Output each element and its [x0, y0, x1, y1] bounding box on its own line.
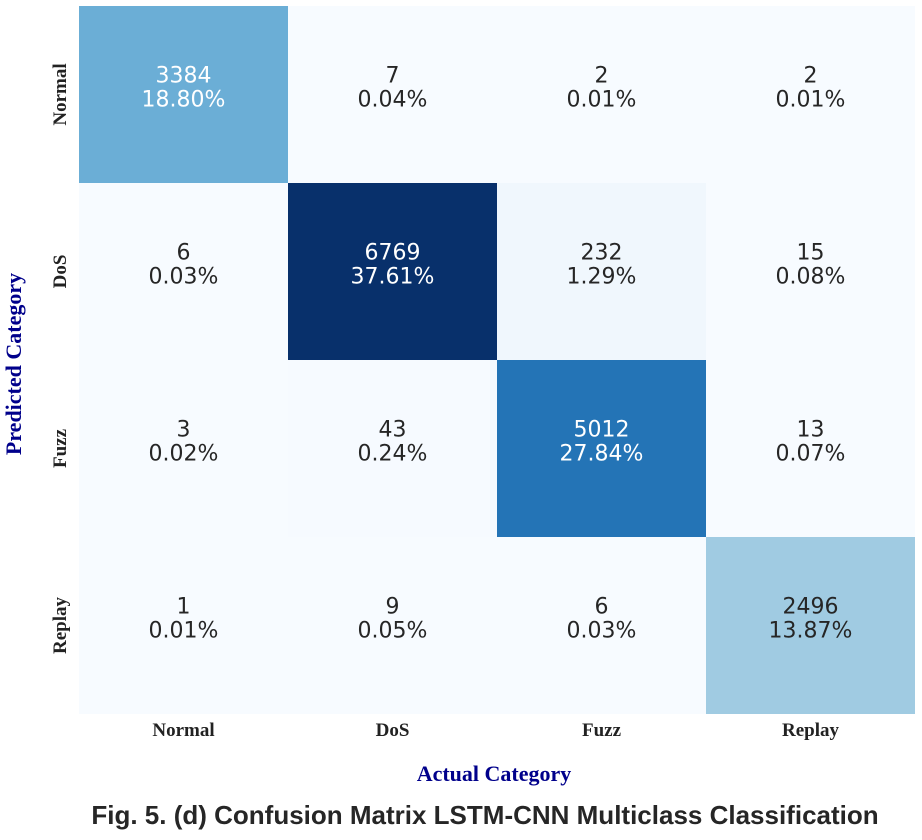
- y-tick-normal: Normal: [50, 63, 71, 125]
- cell-percent-label: 0.03%: [149, 265, 219, 290]
- cell-percent-label: 0.01%: [567, 88, 637, 113]
- y-tick-fuzz: Fuzz: [50, 428, 71, 468]
- cell-percent-label: 13.87%: [769, 619, 853, 644]
- heatmap-cells: 338418.80%70.04%20.01%20.01%60.03%676937…: [79, 6, 915, 714]
- cell-count-label: 3384: [156, 64, 212, 89]
- x-axis-label: Actual Category: [417, 761, 572, 786]
- cell-count-label: 3: [177, 418, 191, 443]
- cell-count-label: 15: [797, 241, 825, 266]
- cell-normal-normal: [79, 6, 288, 183]
- cell-count-label: 6: [595, 595, 609, 620]
- x-tick-fuzz: Fuzz: [582, 720, 622, 741]
- figure-caption: Fig. 5. (d) Confusion Matrix LSTM-CNN Mu…: [91, 800, 879, 830]
- cell-count-label: 5012: [574, 418, 630, 443]
- cell-fuzz-normal: [79, 360, 288, 537]
- cell-percent-label: 0.08%: [776, 265, 846, 290]
- cell-fuzz-dos: [288, 360, 497, 537]
- cell-percent-label: 27.84%: [560, 442, 644, 467]
- cell-percent-label: 0.03%: [567, 619, 637, 644]
- cell-percent-label: 0.24%: [358, 442, 428, 467]
- cell-percent-label: 0.05%: [358, 619, 428, 644]
- x-tick-normal: Normal: [152, 720, 214, 741]
- y-tick-dos: DoS: [50, 255, 71, 289]
- cell-replay-replay: [706, 537, 915, 714]
- cell-percent-label: 1.29%: [567, 265, 637, 290]
- cell-percent-label: 0.01%: [149, 619, 219, 644]
- cell-normal-fuzz: [497, 6, 706, 183]
- y-tick-labels: Normal DoS Fuzz Replay: [50, 63, 71, 654]
- cell-percent-label: 18.80%: [142, 88, 226, 113]
- cell-replay-dos: [288, 537, 497, 714]
- cell-count-label: 6: [177, 241, 191, 266]
- cell-count-label: 1: [177, 595, 191, 620]
- cell-replay-fuzz: [497, 537, 706, 714]
- cell-percent-label: 0.04%: [358, 88, 428, 113]
- cell-dos-dos: [288, 183, 497, 360]
- y-tick-replay: Replay: [50, 597, 71, 655]
- cell-percent-label: 0.01%: [776, 88, 846, 113]
- cell-percent-label: 0.07%: [776, 442, 846, 467]
- cell-percent-label: 37.61%: [351, 265, 435, 290]
- cell-count-label: 232: [581, 241, 623, 266]
- cell-percent-label: 0.02%: [149, 442, 219, 467]
- cell-count-label: 2: [595, 64, 609, 89]
- cell-dos-fuzz: [497, 183, 706, 360]
- cell-count-label: 7: [386, 64, 400, 89]
- x-tick-dos: DoS: [376, 720, 410, 741]
- cell-fuzz-fuzz: [497, 360, 706, 537]
- cell-dos-normal: [79, 183, 288, 360]
- y-axis-label: Predicted Category: [1, 273, 26, 455]
- cell-fuzz-replay: [706, 360, 915, 537]
- cell-normal-dos: [288, 6, 497, 183]
- x-tick-replay: Replay: [782, 720, 840, 741]
- cell-count-label: 2: [804, 64, 818, 89]
- cell-dos-replay: [706, 183, 915, 360]
- cell-count-label: 6769: [365, 241, 421, 266]
- cell-count-label: 13: [797, 418, 825, 443]
- cell-replay-normal: [79, 537, 288, 714]
- cell-count-label: 2496: [783, 595, 839, 620]
- cell-count-label: 9: [386, 595, 400, 620]
- cell-normal-replay: [706, 6, 915, 183]
- x-tick-labels: Normal DoS Fuzz Replay: [152, 720, 839, 741]
- cell-count-label: 43: [379, 418, 407, 443]
